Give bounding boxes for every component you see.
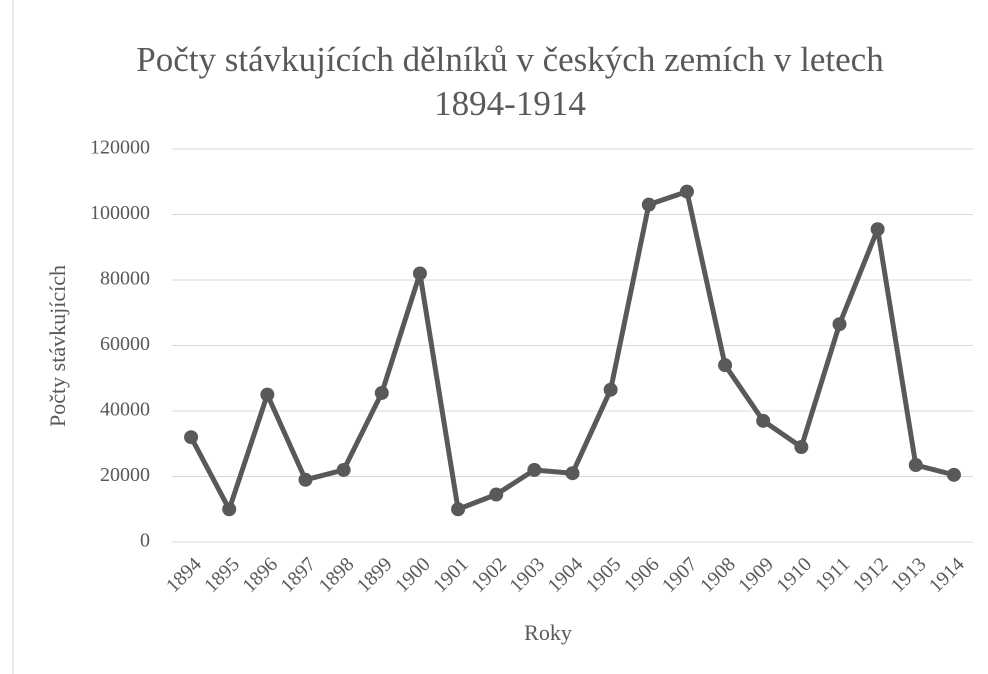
x-tick-label: 1908 bbox=[696, 553, 740, 597]
y-tick-label: 60000 bbox=[100, 333, 150, 355]
y-axis-label: Počty stávkujících bbox=[45, 265, 70, 427]
data-point bbox=[794, 440, 809, 455]
y-tick-label: 80000 bbox=[100, 268, 150, 290]
y-tick-label: 100000 bbox=[90, 202, 150, 224]
data-point bbox=[336, 462, 351, 477]
data-point bbox=[527, 462, 542, 477]
x-tick-label: 1894 bbox=[162, 553, 206, 597]
x-tick-label: 1904 bbox=[543, 553, 587, 597]
data-point bbox=[718, 358, 733, 373]
data-point bbox=[603, 382, 618, 397]
data-point bbox=[870, 222, 885, 237]
y-tick-label: 120000 bbox=[90, 137, 150, 159]
data-point bbox=[451, 502, 466, 517]
x-tick-label: 1902 bbox=[467, 553, 511, 597]
data-point bbox=[184, 430, 199, 445]
y-tick-label: 20000 bbox=[100, 464, 150, 486]
y-tick-label: 0 bbox=[140, 530, 150, 552]
x-tick-label: 1907 bbox=[658, 553, 702, 597]
x-tick-label: 1899 bbox=[353, 553, 397, 597]
data-point bbox=[298, 472, 313, 487]
x-tick-label: 1912 bbox=[849, 553, 893, 597]
x-tick-label: 1909 bbox=[734, 553, 778, 597]
x-tick-label: 1914 bbox=[925, 553, 969, 597]
x-tick-label: 1898 bbox=[315, 553, 359, 597]
x-tick-label: 1897 bbox=[276, 553, 320, 597]
chart-frame bbox=[12, 0, 14, 674]
data-line bbox=[188, 189, 955, 512]
data-point bbox=[679, 184, 694, 199]
x-tick-label: 1905 bbox=[582, 553, 626, 597]
data-point bbox=[756, 413, 771, 428]
y-tick-label: 40000 bbox=[100, 399, 150, 421]
x-axis-label: Roky bbox=[524, 620, 572, 645]
data-point bbox=[641, 197, 656, 212]
data-point bbox=[946, 467, 961, 482]
x-tick-label: 1900 bbox=[391, 553, 435, 597]
x-tick-label: 1906 bbox=[620, 553, 664, 597]
data-point bbox=[832, 317, 847, 332]
x-tick-label: 1901 bbox=[429, 553, 473, 597]
x-tick-label: 1910 bbox=[772, 553, 816, 597]
data-point bbox=[489, 487, 504, 502]
x-tick-label: 1911 bbox=[811, 553, 854, 596]
data-point bbox=[412, 266, 427, 281]
x-tick-label: 1896 bbox=[238, 553, 282, 597]
x-tick-label: 1895 bbox=[200, 553, 244, 597]
data-point bbox=[374, 385, 389, 400]
data-point bbox=[260, 387, 275, 402]
x-tick-label: 1903 bbox=[505, 553, 549, 597]
data-point bbox=[222, 502, 237, 517]
chart-title: Počty stávkujících dělníků v českých zem… bbox=[136, 40, 884, 123]
data-point bbox=[908, 458, 923, 473]
x-tick-label: 1913 bbox=[887, 553, 931, 597]
data-point bbox=[565, 466, 580, 481]
